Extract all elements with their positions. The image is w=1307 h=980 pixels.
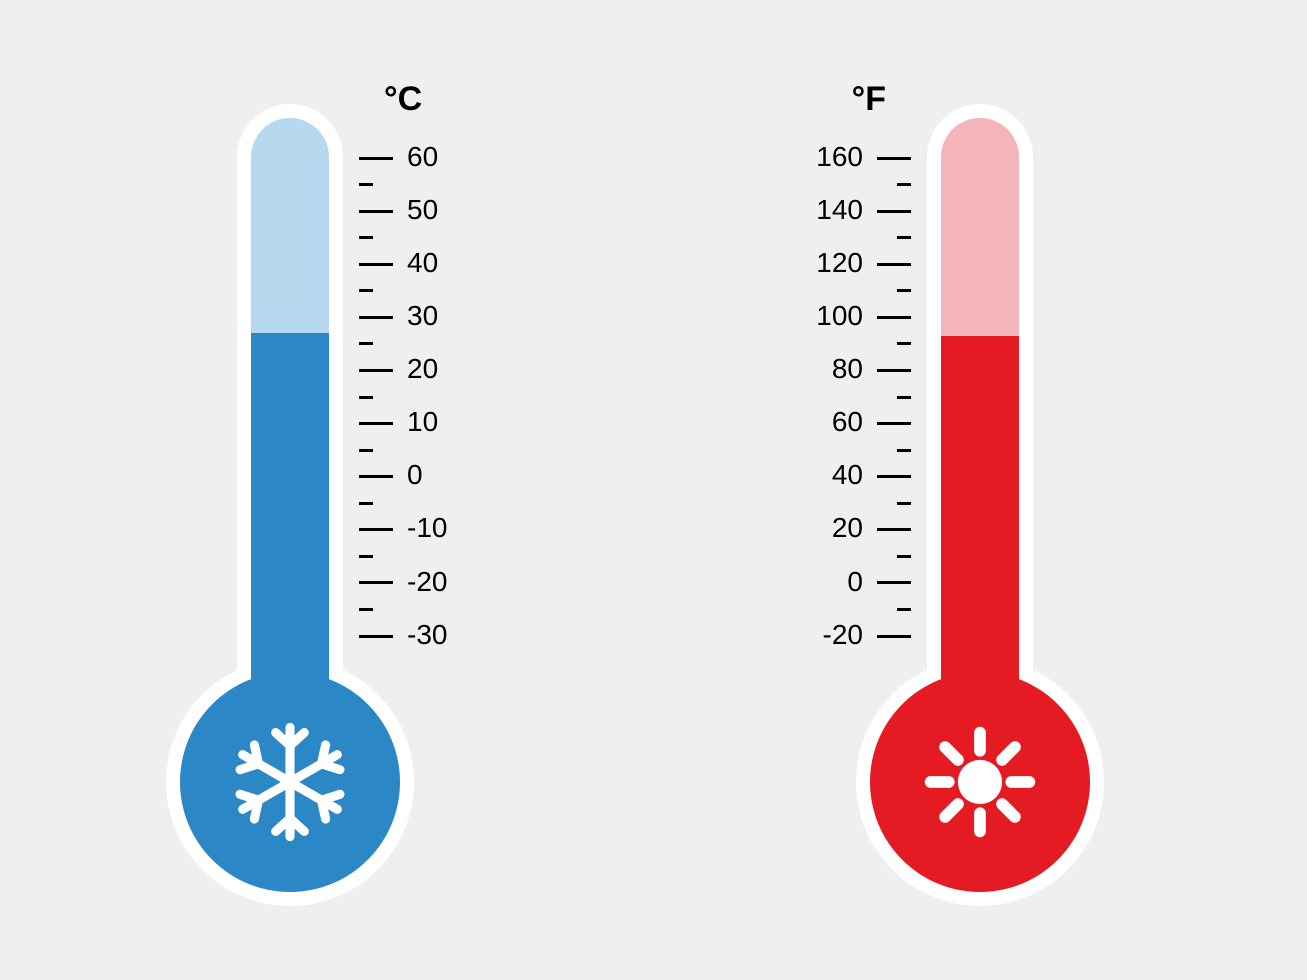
fahrenheit-tick-label: 60 (832, 406, 863, 438)
celsius-minor-tick (359, 342, 373, 345)
celsius-minor-tick (359, 502, 373, 505)
fahrenheit-minor-tick (897, 555, 911, 558)
fahrenheit-tick-label: 160 (816, 141, 863, 173)
snowflake-icon (225, 717, 355, 847)
fahrenheit-minor-tick (897, 608, 911, 611)
fahrenheit-minor-tick (897, 236, 911, 239)
fahrenheit-tick-label: 20 (832, 512, 863, 544)
celsius-major-tick (359, 528, 393, 531)
fahrenheit-major-tick (877, 316, 911, 319)
fahrenheit-major-tick (877, 422, 911, 425)
fahrenheit-major-tick (877, 369, 911, 372)
celsius-tick-label: 20 (407, 353, 438, 385)
fahrenheit-major-tick (877, 157, 911, 160)
fahrenheit-minor-tick (897, 396, 911, 399)
celsius-minor-tick (359, 236, 373, 239)
fahrenheit-tick-label: 100 (816, 300, 863, 332)
celsius-tick-label: 30 (407, 300, 438, 332)
fahrenheit-tick-label: 80 (832, 353, 863, 385)
celsius-minor-tick (359, 289, 373, 292)
celsius-minor-tick (359, 555, 373, 558)
fahrenheit-tick-label: 40 (832, 459, 863, 491)
fahrenheit-major-tick (877, 475, 911, 478)
celsius-minor-tick (359, 608, 373, 611)
fahrenheit-minor-tick (897, 502, 911, 505)
fahrenheit-major-tick (877, 528, 911, 531)
celsius-major-tick (359, 210, 393, 213)
celsius-unit-label: °C (384, 80, 422, 119)
celsius-tick-label: -20 (407, 566, 447, 598)
fahrenheit-tick-label: 120 (816, 247, 863, 279)
celsius-major-tick (359, 316, 393, 319)
fahrenheit-minor-tick (897, 449, 911, 452)
celsius-major-tick (359, 475, 393, 478)
sun-icon (915, 717, 1045, 847)
celsius-minor-tick (359, 449, 373, 452)
fahrenheit-tick-label: 0 (847, 566, 863, 598)
fahrenheit-minor-tick (897, 289, 911, 292)
fahrenheit-major-tick (877, 210, 911, 213)
fahrenheit-tick-label: -20 (823, 619, 863, 651)
fahrenheit-minor-tick (897, 342, 911, 345)
celsius-major-tick (359, 369, 393, 372)
celsius-minor-tick (359, 396, 373, 399)
fahrenheit-tick-label: 140 (816, 194, 863, 226)
celsius-tick-label: 50 (407, 194, 438, 226)
celsius-tick-label: -30 (407, 619, 447, 651)
fahrenheit-major-tick (877, 263, 911, 266)
fahrenheit-major-tick (877, 635, 911, 638)
celsius-major-tick (359, 422, 393, 425)
celsius-major-tick (359, 635, 393, 638)
celsius-tick-label: 0 (407, 459, 423, 491)
celsius-tick-label: 40 (407, 247, 438, 279)
celsius-tick-label: -10 (407, 512, 447, 544)
fahrenheit-unit-label: °F (852, 80, 886, 119)
fahrenheit-major-tick (877, 581, 911, 584)
celsius-tick-label: 10 (407, 406, 438, 438)
celsius-tick-label: 60 (407, 141, 438, 173)
thermometer-infographic: °C -30 -20 -10 0 10 20 30 40 50 60 °F -20 0 20 40 60 80 10… (0, 0, 1307, 980)
celsius-minor-tick (359, 183, 373, 186)
celsius-major-tick (359, 157, 393, 160)
fahrenheit-minor-tick (897, 183, 911, 186)
celsius-major-tick (359, 263, 393, 266)
celsius-major-tick (359, 581, 393, 584)
